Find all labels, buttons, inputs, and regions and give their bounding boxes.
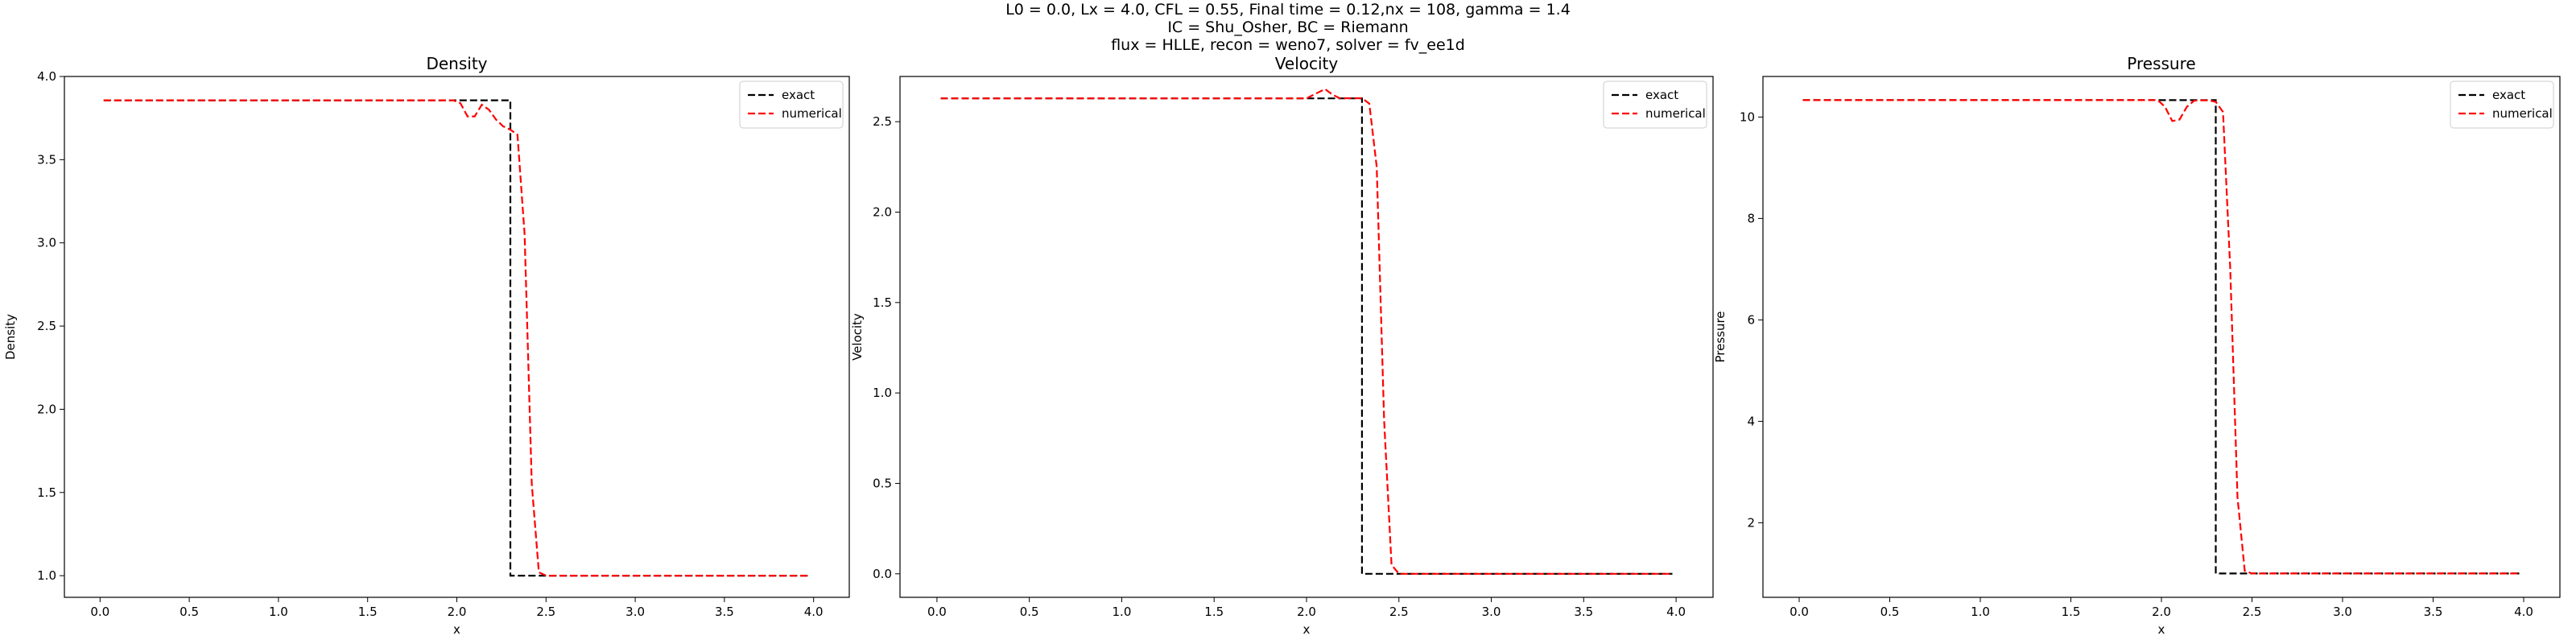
- x-tick-label: 2.0: [448, 605, 467, 619]
- subplot-title: Pressure: [2127, 54, 2195, 73]
- x-tick-label: 4.0: [1666, 605, 1686, 619]
- x-tick-label: 0.0: [927, 605, 947, 619]
- legend-label-exact: exact: [1645, 88, 1678, 102]
- y-tick-label: 2.0: [873, 204, 892, 219]
- series-group: [940, 88, 1673, 575]
- y-tick-label: 1.5: [873, 295, 892, 310]
- series-group: [1802, 99, 2520, 575]
- x-tick-label: 2.0: [1297, 605, 1316, 619]
- y-tick-label: 8: [1747, 211, 1755, 225]
- y-tick-label: 2: [1747, 515, 1755, 530]
- x-tick-label: 3.0: [625, 605, 645, 619]
- suptitle-line: L0 = 0.0, Lx = 4.0, CFL = 0.55, Final ti…: [1005, 1, 1571, 19]
- legend: exact numerical: [739, 80, 844, 129]
- x-tick-label: 3.5: [1574, 605, 1593, 619]
- y-tick-label: 1.0: [37, 568, 56, 583]
- axes-frame: [64, 76, 850, 598]
- y-tick-label: 2.5: [873, 114, 892, 129]
- y-tick-label: 3.0: [37, 236, 56, 250]
- y-tick-label: 2.0: [37, 402, 56, 416]
- y-tick-label: 0.0: [873, 567, 892, 581]
- y-tick-label: 0.5: [873, 476, 892, 490]
- legend: exact numerical: [2450, 80, 2554, 129]
- series-line-numerical: [940, 88, 1673, 575]
- subplot-velocity: Velocity 0.0 0.5 1.0 1.5 2.0 2.5 3.0 3.5 4.0 0.0 0.…: [850, 54, 1714, 637]
- axes-frame: [899, 76, 1714, 598]
- y-tick-label: 4.0: [37, 69, 56, 84]
- x-axis-label: x: [453, 622, 460, 637]
- series-line-numerical: [103, 99, 811, 577]
- x-tick-label: 0.5: [1880, 605, 1900, 619]
- suptitle-line: IC = Shu_Osher, BC = Riemann: [1167, 19, 1409, 36]
- x-tick-label: 3.0: [1482, 605, 1501, 619]
- subplot-title: Density: [426, 54, 487, 73]
- x-tick-label: 2.5: [536, 605, 555, 619]
- x-tick-label: 2.5: [1389, 605, 1409, 619]
- axes-frame: [1762, 76, 2561, 598]
- y-axis-label: Pressure: [1713, 311, 1728, 362]
- y-tick-label: 6: [1747, 312, 1755, 327]
- legend-label-numerical: numerical: [782, 106, 842, 121]
- subplot-density: Density 0.0 0.5 1.0 1.5 2.0 2.5 3.0 3.5 4.0 1.0 1.5…: [3, 54, 850, 637]
- subplot-pressure: Pressure 0.0 0.5 1.0 1.5 2.0 2.5 3.0 3.5 4.0 2 4 6 8 1…: [1713, 54, 2561, 637]
- y-tick-label: 3.5: [37, 152, 56, 167]
- x-tick-label: 3.5: [715, 605, 734, 619]
- legend: exact numerical: [1603, 80, 1707, 129]
- y-tick-label: 2.5: [37, 319, 56, 333]
- y-tick-label: 1.0: [873, 386, 892, 400]
- x-tick-label: 1.0: [1971, 605, 1990, 619]
- series-group: [103, 99, 811, 577]
- x-tick-label: 0.5: [180, 605, 199, 619]
- x-tick-label: 3.5: [2424, 605, 2443, 619]
- x-axis-label: x: [1303, 622, 1311, 637]
- subplot-title: Velocity: [1275, 54, 1339, 73]
- x-tick-label: 3.0: [2333, 605, 2352, 619]
- figure-suptitle: L0 = 0.0, Lx = 4.0, CFL = 0.55, Final ti…: [0, 0, 2576, 54]
- y-tick-label: 1.5: [37, 485, 56, 500]
- x-tick-label: 1.0: [1113, 605, 1132, 619]
- x-tick-label: 2.0: [2152, 605, 2171, 619]
- y-tick-label: 10: [1740, 109, 1755, 124]
- x-tick-label: 0.5: [1020, 605, 1039, 619]
- legend-label-exact: exact: [2492, 88, 2525, 102]
- legend-label-numerical: numerical: [2492, 106, 2553, 121]
- x-tick-label: 0.0: [1790, 605, 1809, 619]
- legend-label-exact: exact: [782, 88, 815, 102]
- y-tick-label: 4: [1747, 414, 1755, 428]
- x-tick-label: 1.0: [269, 605, 288, 619]
- legend-label-numerical: numerical: [1645, 106, 1706, 121]
- x-tick-label: 4.0: [804, 605, 824, 619]
- legend-box: [739, 80, 844, 129]
- x-tick-label: 2.5: [2243, 605, 2262, 619]
- x-tick-label: 4.0: [2514, 605, 2533, 619]
- y-axis-label: Density: [3, 314, 18, 360]
- legend-box: [2450, 80, 2554, 129]
- series-line-numerical: [1802, 99, 2520, 575]
- suptitle-line: flux = HLLE, recon = weno7, solver = fv_…: [1111, 36, 1465, 54]
- legend-box: [1603, 80, 1707, 129]
- y-axis-label: Velocity: [850, 313, 865, 361]
- x-tick-label: 1.5: [2062, 605, 2081, 619]
- x-tick-label: 1.5: [358, 605, 378, 619]
- x-axis-label: x: [2158, 622, 2165, 637]
- x-tick-label: 0.0: [90, 605, 109, 619]
- x-tick-label: 1.5: [1204, 605, 1224, 619]
